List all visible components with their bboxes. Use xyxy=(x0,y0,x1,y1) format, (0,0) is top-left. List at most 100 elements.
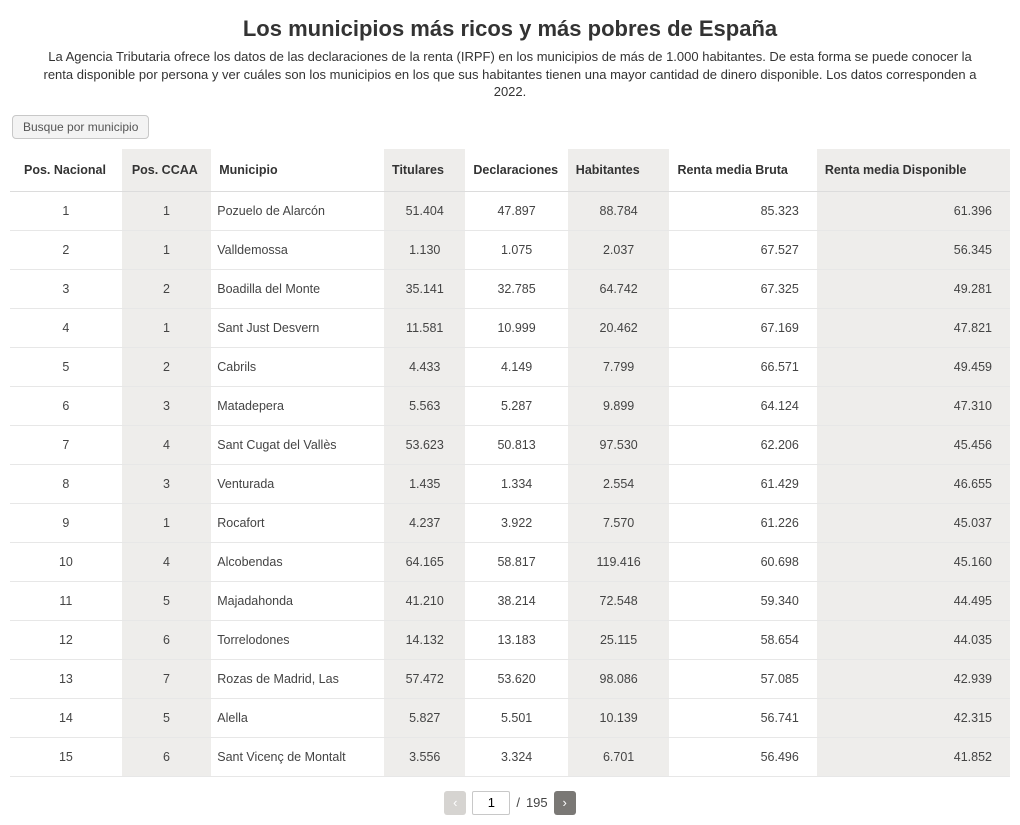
cell: 67.325 xyxy=(669,269,816,308)
cell: 1 xyxy=(122,230,211,269)
cell: 10.999 xyxy=(465,308,567,347)
cell: Alcobendas xyxy=(211,542,384,581)
cell: 1 xyxy=(10,191,122,230)
cell: Torrelodones xyxy=(211,620,384,659)
col-titulares[interactable]: Titulares xyxy=(384,149,465,192)
table-row: 115Majadahonda41.21038.21472.54859.34044… xyxy=(10,581,1010,620)
cell: Boadilla del Monte xyxy=(211,269,384,308)
cell: 10.139 xyxy=(568,698,670,737)
table-row: 104Alcobendas64.16558.817119.41660.69845… xyxy=(10,542,1010,581)
cell: 7 xyxy=(10,425,122,464)
cell: 2 xyxy=(10,230,122,269)
page-container: Los municipios más ricos y más pobres de… xyxy=(0,0,1020,825)
cell: 10 xyxy=(10,542,122,581)
cell: 6 xyxy=(10,386,122,425)
cell: 56.345 xyxy=(817,230,1010,269)
cell: 25.115 xyxy=(568,620,670,659)
cell: 1.334 xyxy=(465,464,567,503)
cell: 3.922 xyxy=(465,503,567,542)
cell: 53.620 xyxy=(465,659,567,698)
cell: 61.396 xyxy=(817,191,1010,230)
col-declaraciones[interactable]: Declaraciones xyxy=(465,149,567,192)
cell: 4 xyxy=(122,425,211,464)
col-renta-disponible[interactable]: Renta media Disponible xyxy=(817,149,1010,192)
cell: Sant Just Desvern xyxy=(211,308,384,347)
cell: 5 xyxy=(122,581,211,620)
cell: 56.496 xyxy=(669,737,816,776)
cell: 2 xyxy=(122,347,211,386)
cell: 3 xyxy=(122,386,211,425)
cell: 3 xyxy=(10,269,122,308)
col-renta-bruta[interactable]: Renta media Bruta xyxy=(669,149,816,192)
cell: 1.130 xyxy=(384,230,465,269)
cell: 85.323 xyxy=(669,191,816,230)
cell: Alella xyxy=(211,698,384,737)
cell: 1.435 xyxy=(384,464,465,503)
table-row: 74Sant Cugat del Vallès53.62350.81397.53… xyxy=(10,425,1010,464)
cell: 35.141 xyxy=(384,269,465,308)
table-row: 32Boadilla del Monte35.14132.78564.74267… xyxy=(10,269,1010,308)
col-municipio[interactable]: Municipio xyxy=(211,149,384,192)
table-body: 11Pozuelo de Alarcón51.40447.89788.78485… xyxy=(10,191,1010,776)
cell: 7.570 xyxy=(568,503,670,542)
cell: 58.817 xyxy=(465,542,567,581)
cell: 42.315 xyxy=(817,698,1010,737)
cell: 3.556 xyxy=(384,737,465,776)
cell: 13 xyxy=(10,659,122,698)
cell: Venturada xyxy=(211,464,384,503)
cell: 119.416 xyxy=(568,542,670,581)
cell: 57.472 xyxy=(384,659,465,698)
cell: 58.654 xyxy=(669,620,816,659)
col-habitantes[interactable]: Habitantes xyxy=(568,149,670,192)
table-row: 21Valldemossa1.1301.0752.03767.52756.345 xyxy=(10,230,1010,269)
col-pos-ccaa[interactable]: Pos. CCAA xyxy=(122,149,211,192)
cell: 3.324 xyxy=(465,737,567,776)
cell: 1 xyxy=(122,308,211,347)
cell: 6.701 xyxy=(568,737,670,776)
cell: 64.742 xyxy=(568,269,670,308)
cell: 1 xyxy=(122,503,211,542)
cell: 14.132 xyxy=(384,620,465,659)
cell: Sant Cugat del Vallès xyxy=(211,425,384,464)
cell: Majadahonda xyxy=(211,581,384,620)
cell: 2.037 xyxy=(568,230,670,269)
table-row: 126Torrelodones14.13213.18325.11558.6544… xyxy=(10,620,1010,659)
cell: 9.899 xyxy=(568,386,670,425)
table-row: 41Sant Just Desvern11.58110.99920.46267.… xyxy=(10,308,1010,347)
cell: 61.429 xyxy=(669,464,816,503)
page-subtitle: La Agencia Tributaria ofrece los datos d… xyxy=(40,48,980,101)
cell: 42.939 xyxy=(817,659,1010,698)
cell: 12 xyxy=(10,620,122,659)
search-button[interactable]: Busque por municipio xyxy=(12,115,149,139)
cell: 49.459 xyxy=(817,347,1010,386)
table-row: 83Venturada1.4351.3342.55461.42946.655 xyxy=(10,464,1010,503)
cell: 20.462 xyxy=(568,308,670,347)
table-row: 145Alella5.8275.50110.13956.74142.315 xyxy=(10,698,1010,737)
cell: 9 xyxy=(10,503,122,542)
cell: Pozuelo de Alarcón xyxy=(211,191,384,230)
cell: 4.433 xyxy=(384,347,465,386)
cell: Cabrils xyxy=(211,347,384,386)
page-title: Los municipios más ricos y más pobres de… xyxy=(10,16,1010,42)
col-pos-nacional[interactable]: Pos. Nacional xyxy=(10,149,122,192)
cell: 5 xyxy=(122,698,211,737)
cell: 11.581 xyxy=(384,308,465,347)
cell: 67.169 xyxy=(669,308,816,347)
cell: 67.527 xyxy=(669,230,816,269)
cell: 7 xyxy=(122,659,211,698)
cell: 44.035 xyxy=(817,620,1010,659)
cell: 45.456 xyxy=(817,425,1010,464)
cell: 4.237 xyxy=(384,503,465,542)
cell: 6 xyxy=(122,737,211,776)
cell: 64.124 xyxy=(669,386,816,425)
cell: 66.571 xyxy=(669,347,816,386)
table-row: 63Matadepera5.5635.2879.89964.12447.310 xyxy=(10,386,1010,425)
cell: 15 xyxy=(10,737,122,776)
cell: 3 xyxy=(122,464,211,503)
cell: Sant Vicenç de Montalt xyxy=(211,737,384,776)
table-row: 137Rozas de Madrid, Las57.47253.62098.08… xyxy=(10,659,1010,698)
cell: 62.206 xyxy=(669,425,816,464)
cell: 45.160 xyxy=(817,542,1010,581)
cell: 51.404 xyxy=(384,191,465,230)
cell: 4.149 xyxy=(465,347,567,386)
